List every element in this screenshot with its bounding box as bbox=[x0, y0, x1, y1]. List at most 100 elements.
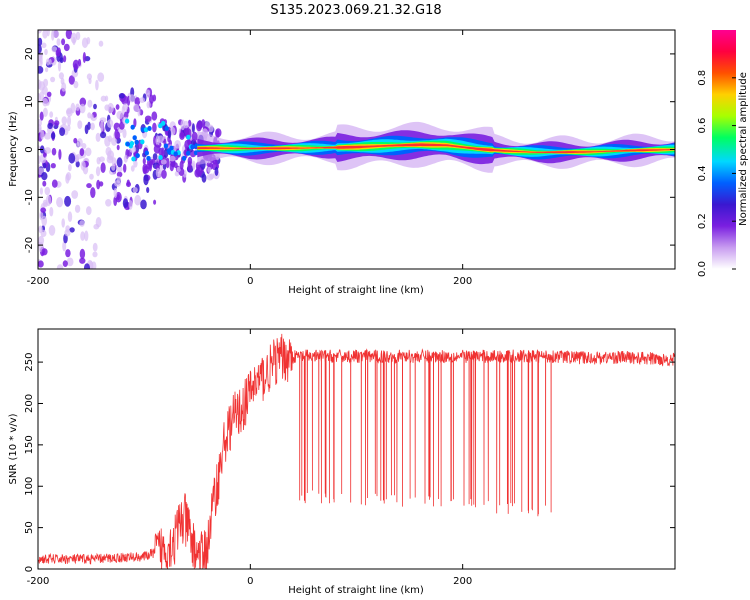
spectrogram-noise-mark bbox=[116, 171, 123, 178]
spectrogram-noise-mark bbox=[65, 249, 71, 258]
colorbar-gradient bbox=[712, 30, 736, 269]
spectrogram-noise-mark bbox=[123, 163, 127, 173]
spectrogram-noise-mark bbox=[115, 104, 120, 110]
spectrogram-noise-mark bbox=[90, 187, 96, 199]
spectrogram-noise-mark bbox=[54, 120, 60, 126]
y-tick-label: 0 bbox=[24, 146, 35, 152]
spectrogram-noise-mark bbox=[121, 105, 125, 115]
chart-title: S135.2023.069.21.32.G18 bbox=[270, 3, 441, 18]
spectrogram-noise-mark bbox=[140, 199, 147, 210]
spectrogram-hotspot-mark bbox=[193, 150, 199, 156]
spectrogram-hotspot-mark bbox=[167, 150, 172, 155]
x-tick-label: -200 bbox=[27, 276, 50, 287]
spectrogram-noise-mark bbox=[60, 77, 65, 85]
spectrogram-hotspot-mark bbox=[130, 124, 135, 130]
spectrogram-noise-mark bbox=[183, 120, 189, 129]
spectrogram-hotspot-mark bbox=[124, 118, 130, 124]
spectrogram-noise-mark bbox=[65, 30, 73, 40]
spectrogram-noise-mark bbox=[152, 153, 158, 161]
spectrogram-noise-mark bbox=[57, 61, 62, 72]
spectrogram-noise-mark bbox=[133, 103, 140, 112]
spectrogram-hotspot-mark bbox=[134, 139, 139, 145]
spectrogram-noise-mark bbox=[38, 225, 43, 234]
spectrogram-noise-mark bbox=[107, 119, 114, 128]
spectrogram-noise-mark bbox=[95, 79, 99, 91]
spectrogram-noise-mark bbox=[201, 173, 207, 183]
spectrogram-noise-mark bbox=[90, 114, 94, 120]
snr-ticks: -200 0 200 0 50 100 150 200 250 bbox=[24, 329, 675, 587]
spectrogram-noise-mark bbox=[170, 126, 176, 136]
spectrogram-noise-mark bbox=[116, 157, 123, 168]
spectrogram-noise-mark bbox=[40, 207, 47, 213]
y-tick-label: 200 bbox=[24, 394, 35, 413]
spectrogram-noise-mark bbox=[66, 107, 73, 117]
spectrogram-noise-mark bbox=[118, 93, 125, 99]
spectrogram-noise-mark bbox=[39, 91, 44, 101]
spectrogram-noise-mark bbox=[72, 59, 80, 70]
spectrogram-noise-mark bbox=[149, 94, 154, 105]
spectrogram-noise-mark bbox=[179, 160, 184, 170]
spectrogram-noise-mark bbox=[98, 40, 104, 47]
spectrogram-noise-mark bbox=[56, 38, 61, 46]
spectrogram-noise-mark bbox=[89, 260, 94, 269]
spectrogram-panel: -200 0 200 20 10 0 -10 -20 Height of straight l… bbox=[8, 29, 676, 296]
spectrogram-noise-mark bbox=[122, 128, 127, 139]
y-tick-label: 150 bbox=[24, 435, 35, 454]
spectrogram-noise-mark bbox=[42, 162, 47, 169]
spectrogram-hotspot-mark bbox=[147, 126, 152, 131]
spectrogram-hotspot-mark bbox=[158, 123, 163, 129]
spectrogram-hotspot-mark bbox=[131, 156, 136, 162]
spectrogram-noise-mark bbox=[45, 67, 49, 73]
snr-frame bbox=[37, 328, 676, 570]
spectrogram-noise-mark bbox=[38, 44, 42, 54]
spectrogram-y-label: Frequency (Hz) bbox=[8, 111, 19, 187]
spectrogram-noise-mark bbox=[73, 155, 80, 163]
spectrogram-noise-mark bbox=[44, 186, 51, 196]
colorbar-tick-label: 0.4 bbox=[697, 165, 708, 181]
spectrogram-noise-mark bbox=[93, 223, 100, 230]
spectrogram-noise-mark bbox=[66, 257, 74, 267]
spectrogram-noise-mark bbox=[100, 120, 104, 132]
spectrogram-noise-mark bbox=[148, 160, 153, 172]
spectrogram-noise-mark bbox=[90, 122, 95, 131]
spectrogram-noise-mark bbox=[111, 157, 117, 167]
colorbar-tick-label: 0.2 bbox=[697, 213, 708, 229]
spectrogram-hotspot-mark bbox=[186, 134, 191, 140]
spectrogram-noise-mark bbox=[66, 172, 72, 181]
spectrogram-noise-mark bbox=[79, 148, 85, 157]
spectrogram-noise-mark bbox=[61, 38, 66, 46]
spectrogram-hotspot-mark bbox=[158, 155, 163, 160]
spectrogram-noise-mark bbox=[79, 257, 86, 264]
spectrogram-noise-mark bbox=[86, 183, 92, 189]
spectrogram-noise-mark bbox=[51, 46, 58, 53]
x-tick-label: 200 bbox=[453, 576, 472, 587]
spectrogram-noise-mark bbox=[155, 167, 160, 178]
spectrogram-noise-mark bbox=[66, 124, 71, 132]
spectrogram-noise-mark bbox=[92, 242, 98, 252]
colorbar: 0.0 0.2 0.4 0.6 0.8 Normalized spectral ampl… bbox=[697, 30, 749, 277]
spectrogram-noise-mark bbox=[84, 124, 89, 135]
spectrogram-noise-mark bbox=[99, 117, 107, 123]
spectrogram-noise-mark bbox=[151, 111, 158, 121]
spectrogram-noise-mark bbox=[128, 94, 136, 103]
spectrogram-noise-mark bbox=[63, 43, 70, 52]
spectrogram-noise-mark bbox=[49, 111, 54, 118]
colorbar-tick-label: 0.0 bbox=[697, 261, 708, 277]
spectrogram-noise-mark bbox=[64, 195, 72, 207]
spectrogram-noise-mark bbox=[56, 264, 64, 269]
spectrogram-noise-mark bbox=[215, 129, 220, 139]
x-tick-label: 0 bbox=[247, 276, 253, 287]
spectrogram-noise-mark bbox=[38, 260, 44, 268]
spectrogram-noise-mark bbox=[153, 199, 157, 205]
spectrogram-noise-mark bbox=[86, 206, 92, 216]
spectrogram-noise-mark bbox=[158, 147, 164, 156]
spectrogram-ridge-mark bbox=[197, 142, 675, 154]
y-tick-label: -20 bbox=[24, 237, 35, 253]
spectrogram-noise-mark bbox=[100, 131, 107, 139]
spectrogram-noise-mark bbox=[87, 99, 93, 108]
spectrogram-noise-mark bbox=[116, 110, 124, 120]
spectrogram-noise-mark bbox=[169, 155, 176, 162]
colorbar-label: Normalized spectral amplitude bbox=[738, 72, 749, 226]
spectrogram-hotspot-mark bbox=[140, 127, 146, 133]
snr-x-label: Height of straight line (km) bbox=[288, 585, 424, 596]
